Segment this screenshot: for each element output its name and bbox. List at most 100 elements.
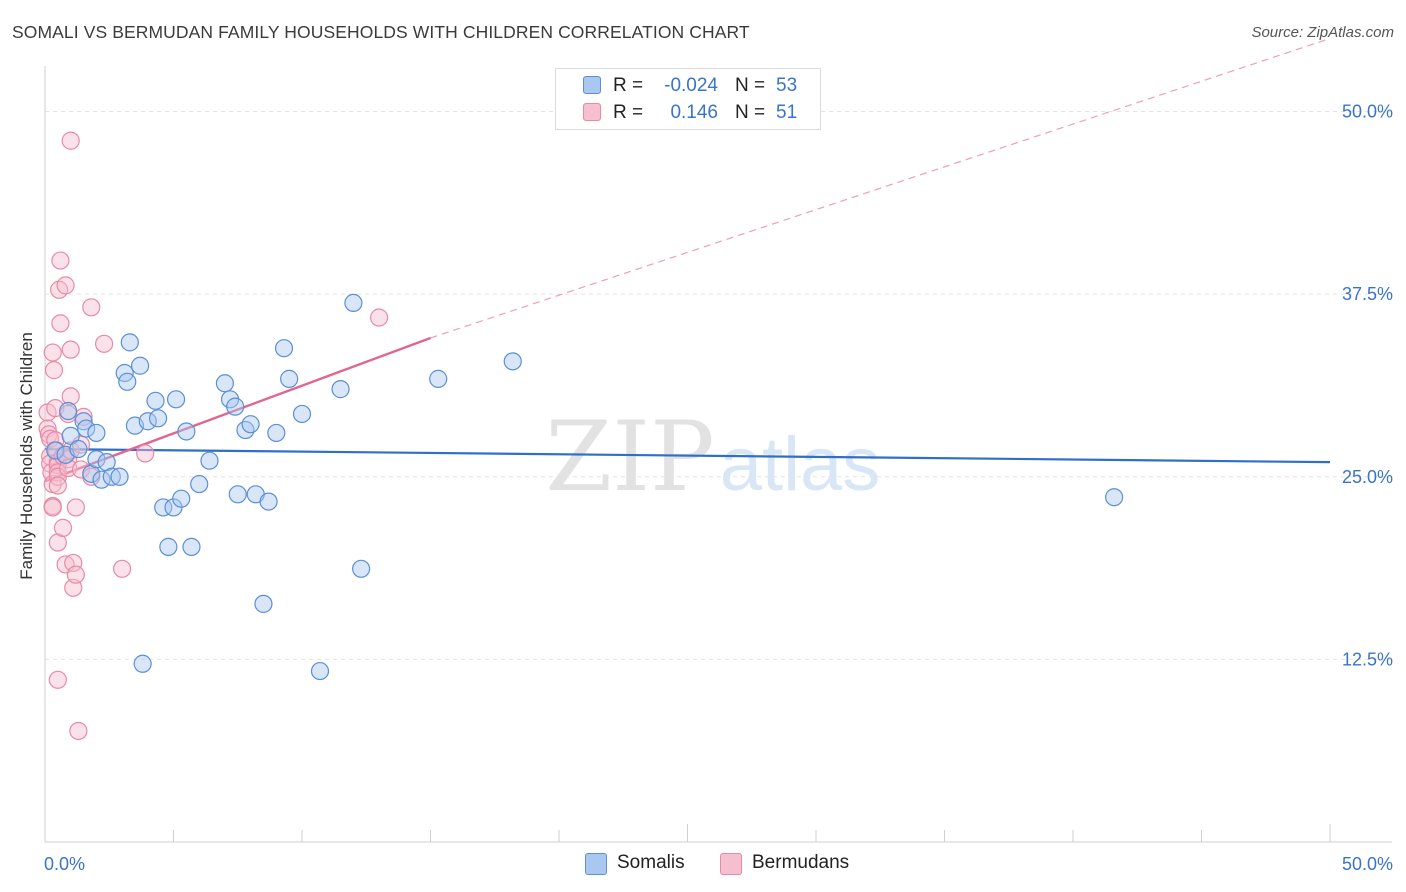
somalis-swatch bbox=[583, 76, 601, 94]
bermudans-trend-extension bbox=[430, 37, 1331, 339]
bermudans-legend-label: Bermudans bbox=[752, 852, 850, 873]
somalis-point bbox=[200, 451, 219, 470]
bermudans-point bbox=[66, 565, 85, 584]
bermudans-point bbox=[61, 131, 80, 150]
bermudans-point bbox=[82, 298, 101, 317]
somalis-legend-label: Somalis bbox=[617, 852, 685, 873]
somalis-point bbox=[118, 372, 137, 391]
bermudans-point bbox=[43, 343, 62, 362]
bermudans-point bbox=[48, 670, 67, 689]
somalis-point bbox=[120, 333, 139, 352]
bermudans-n-label: N = bbox=[735, 102, 766, 123]
somalis-point bbox=[429, 369, 448, 388]
bermudans-point bbox=[370, 308, 389, 327]
axes bbox=[44, 66, 1392, 843]
somalis-point bbox=[92, 470, 111, 489]
somalis-point bbox=[146, 391, 165, 410]
somalis-point bbox=[215, 374, 234, 393]
watermark-atlas: atlas bbox=[720, 422, 881, 507]
somalis-point bbox=[133, 654, 152, 673]
somalis-point bbox=[236, 420, 255, 440]
somalis-point bbox=[166, 390, 186, 409]
somalis-point bbox=[344, 293, 363, 313]
somalis-trend-line bbox=[44, 447, 1331, 464]
bermudans-point bbox=[112, 559, 132, 578]
bermudans-point bbox=[48, 463, 67, 482]
bermudans-r-value: 0.146 bbox=[670, 102, 718, 123]
bermudans-point bbox=[71, 460, 91, 479]
x-tick-label: 50.0% bbox=[1342, 854, 1393, 874]
y-axis-label: Family Households with Children bbox=[17, 332, 36, 580]
somalis-point bbox=[292, 404, 312, 424]
somalis-point bbox=[310, 661, 330, 681]
bermudans-n-value: 51 bbox=[776, 102, 798, 123]
somalis-point bbox=[254, 594, 273, 613]
watermark: ZIP atlas bbox=[545, 401, 880, 513]
bermudans-point bbox=[69, 721, 88, 741]
somalis-point bbox=[280, 369, 299, 388]
somalis-point bbox=[228, 485, 247, 504]
somalis-point bbox=[87, 423, 106, 443]
bermudans-point bbox=[66, 498, 85, 517]
somalis-point bbox=[154, 498, 173, 517]
bermudans-point bbox=[53, 518, 73, 537]
somalis-r-label: R = bbox=[613, 75, 644, 96]
bermudans-legend-swatch bbox=[720, 853, 742, 875]
trend-lines bbox=[44, 37, 1331, 483]
somalis-point bbox=[274, 339, 294, 358]
bermudans-point bbox=[61, 387, 80, 406]
somalis-n-label: N = bbox=[735, 75, 766, 96]
y-tick-label: 12.5% bbox=[1342, 649, 1393, 669]
y-tick-label: 37.5% bbox=[1342, 284, 1393, 304]
somalis-point bbox=[138, 412, 157, 431]
bermudans-point bbox=[48, 476, 67, 495]
somalis-point bbox=[46, 441, 65, 460]
bermudans-swatch bbox=[583, 103, 601, 121]
somalis-point bbox=[77, 419, 96, 438]
stats-legend: R = -0.024 N = 53 R = 0.146 N = 51 bbox=[555, 68, 821, 130]
somalis-point bbox=[69, 439, 88, 459]
somalis-point bbox=[226, 397, 245, 416]
bermudans-point bbox=[95, 334, 114, 353]
somalis-legend-swatch bbox=[585, 853, 607, 875]
somalis-point bbox=[172, 489, 191, 508]
somalis-r-value: -0.024 bbox=[664, 75, 718, 96]
somalis-point bbox=[148, 409, 168, 428]
bermudans-point bbox=[44, 361, 64, 380]
bermudans-r-label: R = bbox=[613, 102, 644, 123]
somalis-point bbox=[74, 412, 93, 431]
bermudans-point bbox=[136, 444, 155, 463]
somalis-point bbox=[177, 422, 196, 441]
tick-labels: 12.5% 25.0% 37.5% 50.0% 0.0% 50.0% bbox=[44, 102, 1393, 874]
bermudans-point bbox=[61, 340, 80, 359]
stats-row-somalis: R = -0.024 N = 53 bbox=[556, 73, 820, 100]
somalis-point bbox=[267, 423, 286, 443]
somalis-point bbox=[59, 401, 78, 421]
somalis-point bbox=[331, 380, 350, 399]
bermudans-point bbox=[64, 553, 83, 573]
somalis-point bbox=[259, 492, 278, 511]
somalis-point bbox=[87, 450, 106, 469]
somalis-point bbox=[190, 474, 209, 494]
bermudans-point bbox=[43, 498, 62, 517]
chart-title: SOMALI VS BERMUDAN FAMILY HOUSEHOLDS WIT… bbox=[12, 22, 750, 42]
somalis-point bbox=[1105, 488, 1124, 507]
somalis-point bbox=[182, 537, 201, 556]
somalis-point bbox=[110, 467, 129, 486]
stats-row-bermudans: R = 0.146 N = 51 bbox=[556, 100, 820, 127]
somalis-point bbox=[503, 352, 522, 371]
somalis-point bbox=[102, 467, 121, 486]
y-tick-label: 25.0% bbox=[1342, 467, 1393, 487]
y-tick-label: 50.0% bbox=[1342, 102, 1393, 122]
somalis-n-value: 53 bbox=[776, 75, 798, 96]
data-points bbox=[38, 131, 1124, 741]
gridlines bbox=[45, 111, 1392, 660]
bermudans-trend-line bbox=[44, 336, 431, 483]
somalis-point bbox=[159, 537, 178, 556]
somalis-point bbox=[352, 559, 371, 578]
bermudans-point bbox=[51, 314, 70, 333]
bermudans-point bbox=[56, 276, 75, 295]
bermudans-point bbox=[51, 251, 70, 270]
x-tick-label: 0.0% bbox=[44, 854, 85, 874]
